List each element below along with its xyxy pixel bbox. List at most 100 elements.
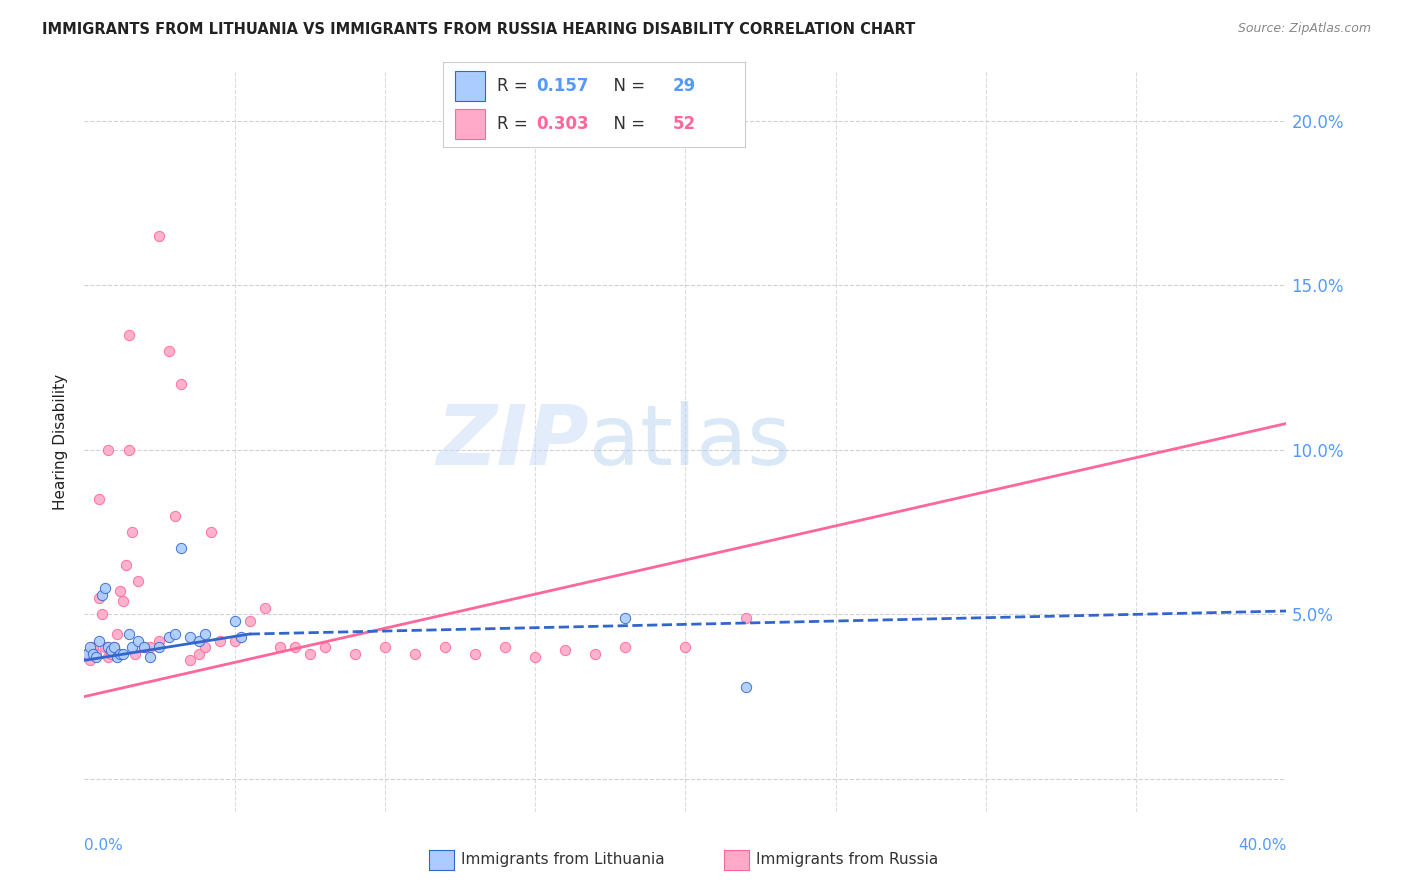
Point	[139, 650, 162, 665]
Point	[107, 627, 129, 641]
Point	[148, 640, 170, 655]
Point	[127, 633, 149, 648]
Point	[187, 647, 209, 661]
Point	[97, 442, 120, 457]
Point	[134, 640, 156, 655]
Point	[163, 508, 186, 523]
Point	[583, 647, 606, 661]
Point	[253, 600, 276, 615]
Text: R =: R =	[498, 77, 533, 95]
Bar	[456, 71, 485, 101]
Point	[614, 610, 637, 624]
Point	[118, 627, 141, 641]
Point	[404, 647, 426, 661]
Point	[675, 640, 697, 655]
Text: 52: 52	[672, 115, 696, 133]
Point	[148, 228, 170, 243]
Point	[224, 614, 246, 628]
Point	[110, 584, 132, 599]
Text: N =: N =	[603, 77, 651, 95]
Text: IMMIGRANTS FROM LITHUANIA VS IMMIGRANTS FROM RUSSIA HEARING DISABILITY CORRELATI: IMMIGRANTS FROM LITHUANIA VS IMMIGRANTS …	[42, 22, 915, 37]
Point	[112, 594, 135, 608]
Text: Immigrants from Russia: Immigrants from Russia	[756, 853, 939, 867]
Point	[127, 574, 149, 589]
Text: 0.303: 0.303	[537, 115, 589, 133]
Point	[179, 653, 201, 667]
Text: Source: ZipAtlas.com: Source: ZipAtlas.com	[1237, 22, 1371, 36]
Point	[169, 376, 191, 391]
Point	[103, 640, 125, 655]
Point	[734, 610, 756, 624]
Point	[139, 640, 162, 655]
Point	[157, 344, 180, 359]
Point	[89, 633, 111, 648]
Point	[434, 640, 457, 655]
Point	[169, 541, 191, 556]
Point	[115, 558, 138, 572]
Point	[124, 647, 146, 661]
Point	[734, 680, 756, 694]
Point	[121, 640, 143, 655]
Point	[86, 650, 108, 665]
Point	[554, 643, 576, 657]
Text: 0.157: 0.157	[537, 77, 589, 95]
Point	[97, 640, 120, 655]
Point	[89, 492, 111, 507]
Point	[200, 524, 222, 539]
Point	[76, 647, 98, 661]
Point	[314, 640, 336, 655]
Point	[82, 640, 104, 655]
Point	[374, 640, 396, 655]
Point	[464, 647, 486, 661]
Point	[343, 647, 366, 661]
Point	[269, 640, 291, 655]
Point	[134, 640, 156, 655]
Y-axis label: Hearing Disability: Hearing Disability	[53, 374, 69, 509]
Text: N =: N =	[603, 115, 651, 133]
Point	[100, 647, 122, 661]
Point	[121, 524, 143, 539]
Text: 40.0%: 40.0%	[1239, 838, 1286, 853]
Point	[94, 581, 117, 595]
Text: atlas: atlas	[589, 401, 792, 482]
Point	[91, 607, 114, 622]
Text: 0.0%: 0.0%	[84, 838, 124, 853]
Point	[86, 647, 108, 661]
Point	[298, 647, 321, 661]
Point	[103, 640, 125, 655]
Point	[194, 640, 217, 655]
Text: ZIP: ZIP	[437, 401, 589, 482]
Point	[194, 627, 217, 641]
Point	[118, 442, 141, 457]
Point	[148, 633, 170, 648]
Point	[79, 640, 101, 655]
Point	[79, 653, 101, 667]
Text: R =: R =	[498, 115, 533, 133]
Bar	[456, 109, 485, 139]
Point	[187, 633, 209, 648]
Point	[179, 630, 201, 644]
Point	[239, 614, 262, 628]
Point	[110, 647, 132, 661]
Text: Immigrants from Lithuania: Immigrants from Lithuania	[461, 853, 665, 867]
Point	[284, 640, 307, 655]
Text: 29: 29	[672, 77, 696, 95]
Point	[112, 647, 135, 661]
Point	[224, 633, 246, 648]
Point	[524, 650, 547, 665]
Point	[76, 647, 98, 661]
Point	[118, 327, 141, 342]
Point	[494, 640, 516, 655]
Point	[208, 633, 231, 648]
Point	[107, 650, 129, 665]
Point	[94, 640, 117, 655]
Point	[229, 630, 252, 644]
Point	[89, 591, 111, 605]
Point	[157, 630, 180, 644]
Point	[91, 588, 114, 602]
Point	[100, 643, 122, 657]
Point	[163, 627, 186, 641]
Point	[97, 650, 120, 665]
Point	[614, 640, 637, 655]
Point	[82, 647, 104, 661]
